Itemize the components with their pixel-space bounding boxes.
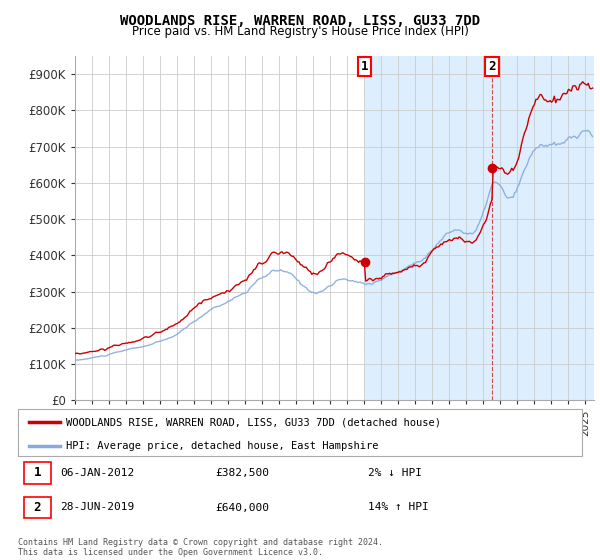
Text: Price paid vs. HM Land Registry's House Price Index (HPI): Price paid vs. HM Land Registry's House … — [131, 25, 469, 38]
Text: 14% ↑ HPI: 14% ↑ HPI — [368, 502, 428, 512]
Text: WOODLANDS RISE, WARREN ROAD, LISS, GU33 7DD: WOODLANDS RISE, WARREN ROAD, LISS, GU33 … — [120, 14, 480, 28]
Text: 28-JUN-2019: 28-JUN-2019 — [60, 502, 134, 512]
FancyBboxPatch shape — [18, 409, 582, 456]
Text: £382,500: £382,500 — [215, 468, 269, 478]
Text: 2: 2 — [488, 60, 496, 73]
FancyBboxPatch shape — [23, 462, 51, 484]
Text: WOODLANDS RISE, WARREN ROAD, LISS, GU33 7DD (detached house): WOODLANDS RISE, WARREN ROAD, LISS, GU33 … — [66, 417, 441, 427]
Text: 2: 2 — [34, 501, 41, 514]
Text: HPI: Average price, detached house, East Hampshire: HPI: Average price, detached house, East… — [66, 441, 379, 451]
Text: Contains HM Land Registry data © Crown copyright and database right 2024.
This d: Contains HM Land Registry data © Crown c… — [18, 538, 383, 557]
Bar — [365, 56, 594, 400]
Text: 2% ↓ HPI: 2% ↓ HPI — [368, 468, 422, 478]
Text: 1: 1 — [34, 466, 41, 479]
Text: £640,000: £640,000 — [215, 502, 269, 512]
Text: 06-JAN-2012: 06-JAN-2012 — [60, 468, 134, 478]
Text: 1: 1 — [361, 60, 368, 73]
FancyBboxPatch shape — [23, 497, 51, 519]
